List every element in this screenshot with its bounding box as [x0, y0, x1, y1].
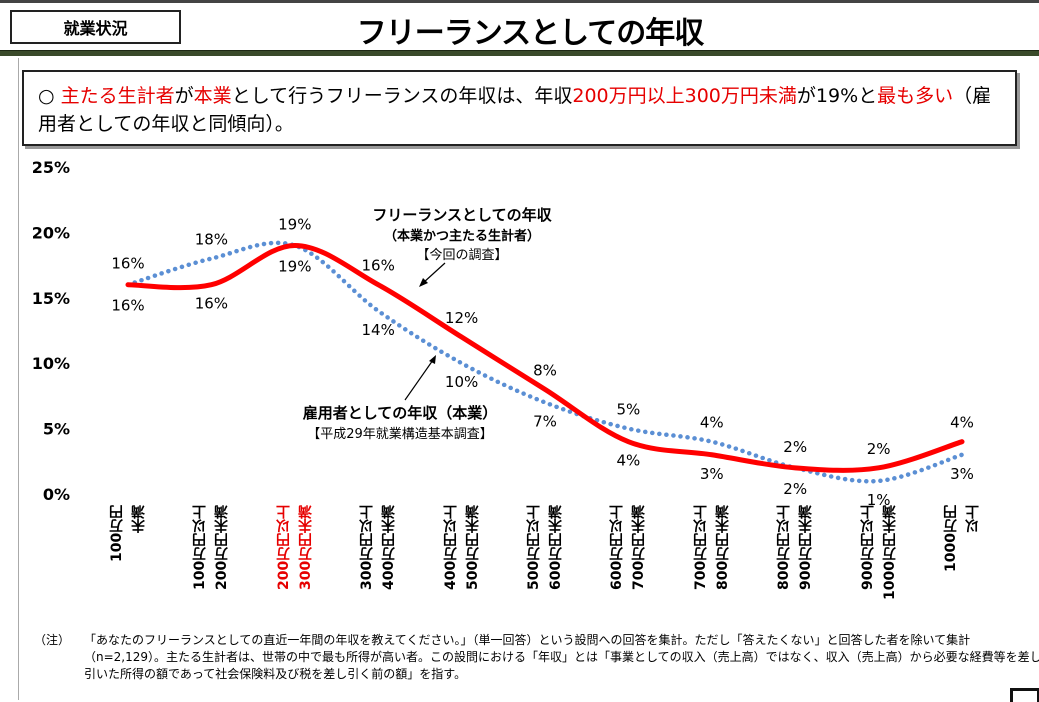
footnote-text: 「あなたのフリーランスとしての直近一年間の年収を教えてください。」（単一回答）と… — [84, 633, 1039, 681]
x-tick-label: 100万円以上 200万円未満 — [192, 505, 231, 591]
page-title: フリーランスとしての年収 — [356, 16, 705, 51]
freelance-data-label: 16% — [195, 295, 228, 313]
employee-legend-name: 雇用者としての年収（本業） — [303, 404, 498, 422]
corner-mark — [1010, 688, 1039, 702]
summary-part: が19%と — [796, 85, 878, 107]
series-employee-line — [125, 240, 965, 484]
employee-annotation-arrow — [404, 359, 434, 401]
freelance-legend-source: 【今回の調査】 — [416, 247, 507, 263]
freelance-legend-name: フリーランスとしての年収 — [372, 206, 552, 224]
freelance-data-label: 12% — [445, 309, 478, 327]
arrowhead-icon — [419, 278, 428, 287]
freelance-data-label: 3% — [700, 465, 724, 483]
x-tick-label: 900万円以上 1000万円未満 — [859, 505, 898, 600]
employee-legend-source: 【平成29年就業構造基本調査】 — [307, 426, 493, 442]
summary-text: 主たる生計者が本業として行うフリーランスの年収は、年収200万円以上300万円未… — [38, 85, 991, 135]
summary-part: 最も多い — [877, 85, 954, 107]
x-tick-label: 1000万円 以上 — [943, 505, 981, 572]
freelance-data-label: 19% — [278, 215, 311, 233]
freelance-legend-sub: （本業かつ主たる生計者） — [384, 228, 540, 244]
employee-data-label: 18% — [195, 231, 228, 249]
y-tick-label: 25% — [32, 158, 70, 177]
y-tick-label: 5% — [43, 420, 70, 439]
y-tick-label: 0% — [43, 485, 70, 504]
summary-part: 主たる生計者 — [60, 85, 175, 107]
x-tick-label: 100万円 未満 — [109, 505, 147, 563]
summary-part: 200万円以上300万円未満 — [572, 85, 797, 107]
employee-data-label: 2% — [783, 480, 807, 498]
content-frame — [18, 58, 19, 700]
summary-part: が — [174, 85, 194, 107]
freelance-data-label: 2% — [867, 440, 891, 458]
summary-box: ○ 主たる生計者が本業として行うフリーランスの年収は、年収200万円以上300万… — [22, 70, 1017, 146]
freelance-data-label: 2% — [783, 438, 807, 456]
freelance-data-label: 4% — [950, 414, 974, 432]
freelance-data-label: 4% — [617, 452, 641, 470]
x-tick-label: 700万円以上 800万円未満 — [692, 505, 731, 591]
x-tick-label: 300万円以上 400万円未満 — [359, 505, 398, 591]
employee-data-label: 7% — [533, 412, 557, 430]
x-tick-label: 800万円以上 900万円未満 — [776, 505, 815, 591]
top-strip — [0, 0, 1039, 3]
employee-data-label: 16% — [111, 297, 144, 315]
employee-data-label: 1% — [867, 491, 891, 509]
header-divider — [0, 50, 1039, 56]
employee-data-label: 19% — [278, 257, 311, 275]
summary-part: 本業 — [193, 85, 232, 107]
freelance-data-label: 16% — [362, 257, 395, 275]
employee-data-label: 4% — [700, 414, 724, 432]
y-tick-label: 15% — [32, 289, 70, 308]
summary-part: （雇用者としての年収と同傾向）。 — [38, 85, 992, 135]
summary-part: として行うフリーランスの年収は、年収 — [231, 85, 573, 107]
series-freelance-line — [125, 242, 965, 473]
arrowhead-icon — [429, 355, 436, 364]
x-tick-label: 500万円以上 600万円未満 — [526, 505, 564, 591]
x-tick-label: 600万円以上 700万円未満 — [609, 505, 648, 591]
y-tick-label: 20% — [32, 223, 70, 242]
bullet: ○ — [38, 85, 55, 107]
x-tick-label: 200万円以上 300万円未満 — [275, 505, 314, 591]
employee-data-label: 3% — [950, 465, 974, 483]
freelance-data-label: 16% — [111, 255, 144, 273]
employee-data-label: 14% — [362, 321, 395, 339]
section-label: 就業状況 — [10, 10, 181, 44]
freelance-data-label: 8% — [533, 361, 557, 379]
footnote-label: （注） — [34, 633, 71, 647]
employee-data-label: 5% — [617, 401, 641, 419]
freelance-annotation-arrow — [422, 262, 446, 284]
x-tick-label: 400万円以上 500万円未満 — [442, 505, 481, 591]
employee-data-label: 10% — [445, 373, 478, 391]
y-tick-label: 10% — [32, 354, 70, 373]
